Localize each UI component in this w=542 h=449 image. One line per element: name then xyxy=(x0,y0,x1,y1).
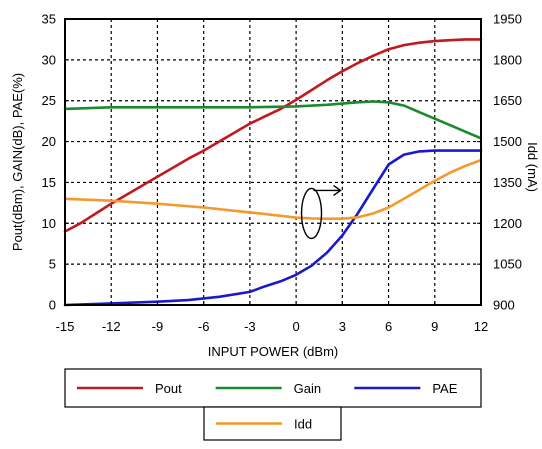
y2-tick-label: 1350 xyxy=(493,175,522,190)
x-tick-label: 0 xyxy=(292,319,299,334)
x-tick-label: -9 xyxy=(152,319,164,334)
y2-tick-label: 1050 xyxy=(493,257,522,272)
y-tick-label: 15 xyxy=(42,175,56,190)
y-tick-label: 25 xyxy=(42,93,56,108)
x-tick-label: -6 xyxy=(198,319,210,334)
y-tick-label: 5 xyxy=(49,257,56,272)
y2-axis-title: Idd (mA) xyxy=(525,142,540,192)
y2-tick-label: 900 xyxy=(493,298,515,313)
x-tick-label: 12 xyxy=(474,319,488,334)
y2-tick-label: 1950 xyxy=(493,12,522,27)
y-axis-title: Pout(dBm), GAIN(dB), PAE(%) xyxy=(10,73,25,251)
x-tick-label: -15 xyxy=(56,319,75,334)
x-tick-label: -3 xyxy=(244,319,256,334)
series-line-pout xyxy=(63,38,483,233)
y-tick-label: 35 xyxy=(42,12,56,27)
y-tick-label: 10 xyxy=(42,216,56,231)
legend-label-idd: Idd xyxy=(294,417,312,432)
series-line-gain xyxy=(63,100,483,140)
x-tick-label: 9 xyxy=(431,319,438,334)
y2-tick-label: 1200 xyxy=(493,216,522,231)
y2-tick-label: 1500 xyxy=(493,134,522,149)
y-tick-label: 20 xyxy=(42,134,56,149)
x-tick-label: 6 xyxy=(385,319,392,334)
legend-label-pae: PAE xyxy=(432,381,457,396)
y-tick-label: 30 xyxy=(42,52,56,67)
x-tick-label: -12 xyxy=(102,319,121,334)
y2-tick-label: 1650 xyxy=(493,93,522,108)
annotation-arrow-head xyxy=(333,184,342,197)
y-tick-label: 0 xyxy=(49,298,56,313)
annotation-ellipse xyxy=(300,187,323,240)
series-line-idd xyxy=(63,158,483,220)
y2-tick-label: 1800 xyxy=(493,52,522,67)
x-axis-title: INPUT POWER (dBm) xyxy=(208,344,339,359)
x-tick-label: 3 xyxy=(339,319,346,334)
legend-label-gain: Gain xyxy=(294,381,321,396)
series-line-pae xyxy=(63,149,483,307)
plot-frame xyxy=(64,18,482,306)
legend-label-pout: Pout xyxy=(155,381,182,396)
